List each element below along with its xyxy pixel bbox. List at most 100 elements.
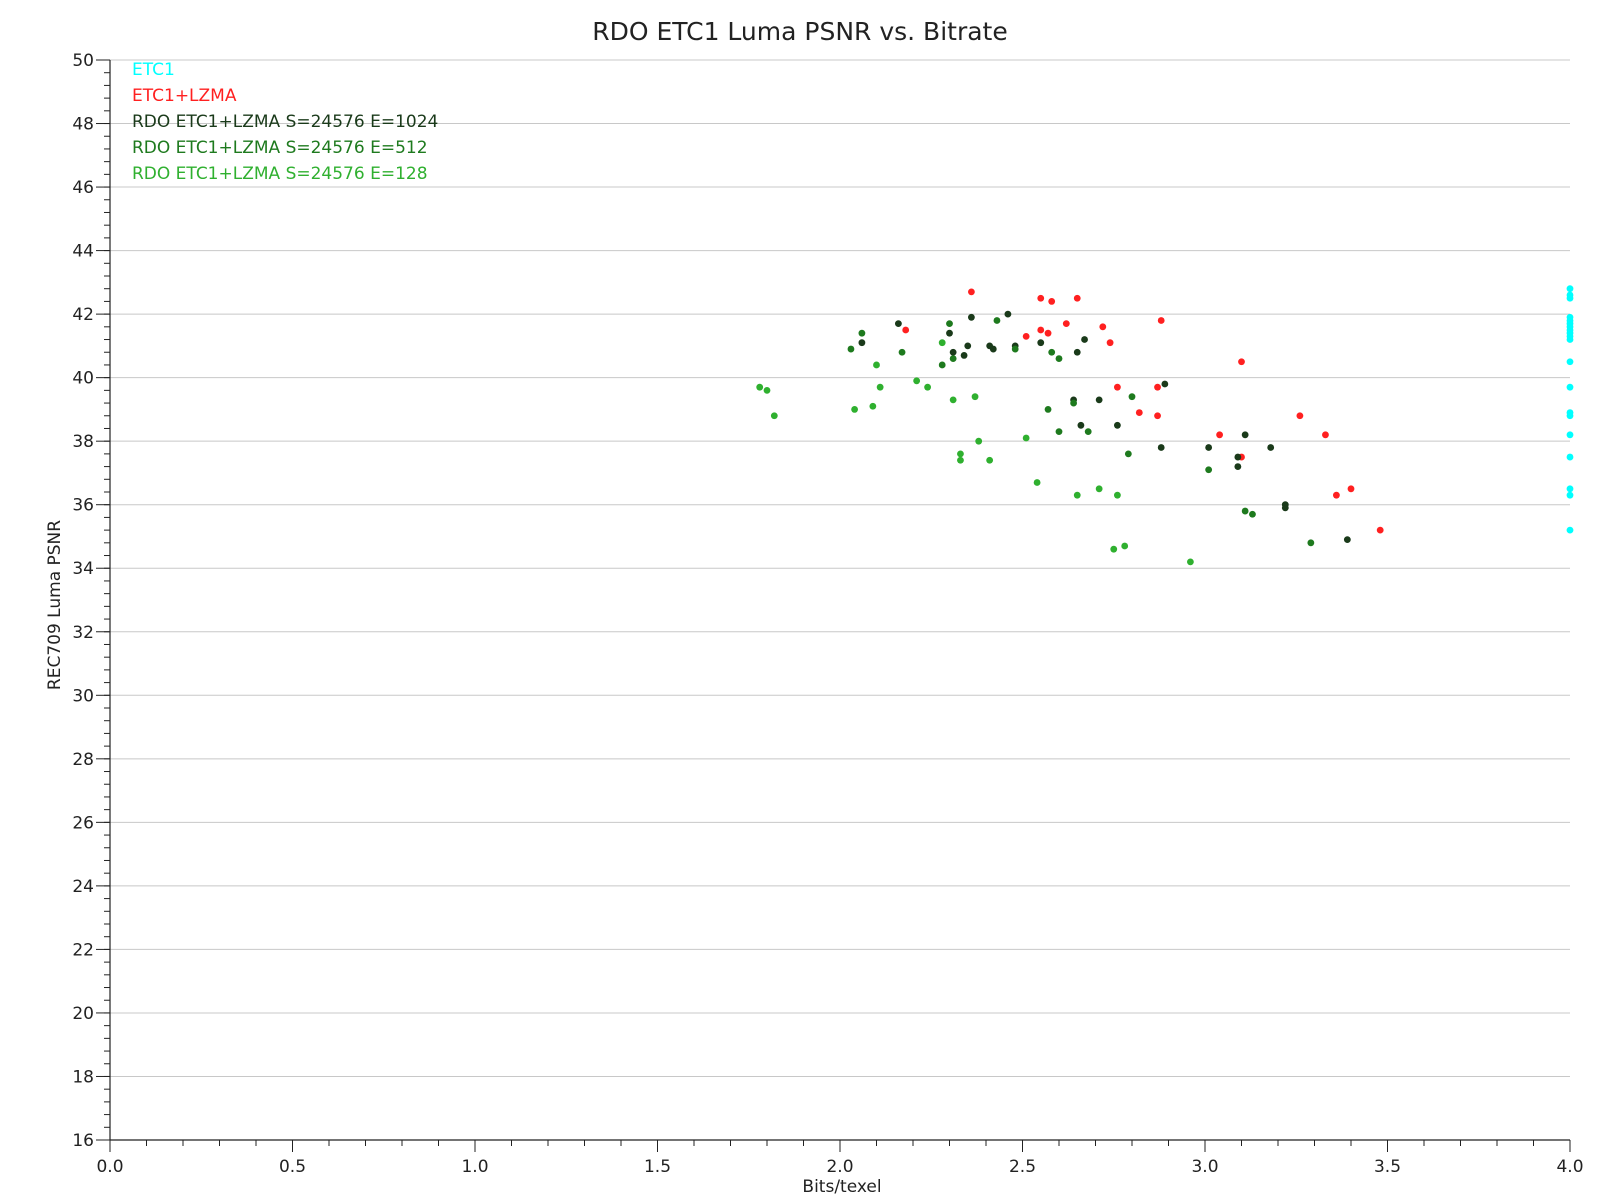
y-axis-label: REC709 Luma PSNR bbox=[45, 520, 65, 690]
y-tick-label: 38 bbox=[72, 432, 94, 452]
x-tick-label: 3.0 bbox=[1191, 1157, 1218, 1177]
x-tick-label: 3.5 bbox=[1374, 1157, 1401, 1177]
data-point bbox=[763, 386, 771, 394]
axes bbox=[109, 60, 1570, 1141]
data-point bbox=[949, 348, 957, 356]
data-point bbox=[993, 317, 1001, 324]
data-point bbox=[949, 355, 957, 362]
data-point bbox=[1106, 339, 1114, 347]
data-point bbox=[770, 412, 778, 420]
data-point bbox=[1022, 434, 1030, 442]
data-point bbox=[1281, 504, 1289, 512]
data-point bbox=[895, 320, 902, 328]
data-point bbox=[1070, 399, 1077, 407]
data-point bbox=[924, 383, 931, 391]
data-point bbox=[1095, 396, 1103, 404]
data-point bbox=[1234, 453, 1242, 461]
data-point bbox=[1566, 358, 1574, 366]
x-tick-label: 2.5 bbox=[1009, 1157, 1036, 1177]
legend: ETC1 ETC1+LZMA RDO ETC1+LZMA S=24576 E=102… bbox=[132, 60, 438, 184]
y-tick-label: 48 bbox=[72, 115, 94, 135]
data-point bbox=[1037, 339, 1045, 347]
data-point bbox=[1566, 336, 1574, 343]
y-tick-label: 24 bbox=[72, 877, 94, 897]
data-point bbox=[1347, 485, 1355, 493]
data-point bbox=[1114, 491, 1121, 499]
data-point bbox=[1044, 329, 1052, 337]
data-point bbox=[1124, 450, 1132, 458]
data-point bbox=[1099, 323, 1107, 331]
data-point bbox=[1073, 491, 1081, 499]
data-point bbox=[960, 352, 968, 359]
y-tick-label: 40 bbox=[72, 369, 94, 389]
y-tick-label: 20 bbox=[72, 1004, 94, 1024]
data-point bbox=[964, 342, 972, 350]
data-point bbox=[1073, 294, 1081, 302]
legend-entry: ETC1+LZMA bbox=[132, 86, 237, 106]
data-point bbox=[1343, 536, 1351, 544]
data-point bbox=[1128, 393, 1136, 401]
data-point bbox=[1095, 485, 1103, 493]
data-point bbox=[971, 393, 979, 401]
y-tick-label: 26 bbox=[72, 813, 94, 833]
data-point bbox=[946, 329, 953, 337]
x-tick-label: 0.0 bbox=[96, 1157, 123, 1177]
y-tick-label: 16 bbox=[72, 1131, 94, 1151]
data-point bbox=[1157, 444, 1165, 451]
data-point bbox=[1566, 412, 1574, 420]
y-tick-label: 42 bbox=[72, 305, 94, 325]
data-point bbox=[858, 329, 866, 337]
data-point bbox=[1307, 539, 1315, 547]
legend-entry: RDO ETC1+LZMA S=24576 E=512 bbox=[132, 138, 428, 158]
data-point bbox=[938, 361, 946, 369]
x-tick-label: 4.0 bbox=[1556, 1157, 1583, 1177]
data-point bbox=[1037, 294, 1045, 302]
data-point bbox=[1566, 526, 1574, 534]
data-point bbox=[957, 456, 964, 464]
data-point bbox=[1114, 383, 1121, 391]
data-point bbox=[1161, 380, 1169, 388]
data-point bbox=[913, 377, 921, 385]
data-point bbox=[1333, 491, 1340, 499]
x-tick-label: 1.5 bbox=[644, 1157, 671, 1177]
data-point bbox=[1033, 479, 1041, 486]
y-tick-label: 30 bbox=[72, 686, 94, 706]
data-point bbox=[1566, 294, 1574, 302]
y-tick-label: 44 bbox=[72, 242, 94, 262]
data-point bbox=[1044, 406, 1052, 413]
ticks: 16 18 20 22 24 26 28 30 32 34 36 38 40 42 44 46 48 50 0.0 0… bbox=[72, 51, 1583, 1177]
data-point bbox=[1073, 348, 1081, 356]
data-point bbox=[1296, 412, 1304, 420]
y-tick-label: 18 bbox=[72, 1067, 94, 1087]
x-axis-label: Bits/texel bbox=[802, 1177, 881, 1197]
data-point bbox=[876, 383, 884, 391]
data-point bbox=[1205, 466, 1213, 474]
chart-title: RDO ETC1 Luma PSNR vs. Bitrate bbox=[592, 17, 1007, 46]
data-point bbox=[1154, 383, 1161, 391]
data-point bbox=[1110, 545, 1118, 553]
data-point bbox=[1048, 298, 1056, 305]
x-tick-label: 1.0 bbox=[461, 1157, 488, 1177]
data-point bbox=[1114, 421, 1121, 429]
data-point bbox=[968, 313, 975, 321]
data-point bbox=[1566, 383, 1574, 391]
data-point bbox=[986, 456, 994, 464]
data-point bbox=[1566, 431, 1574, 439]
data-point bbox=[902, 326, 910, 334]
data-point bbox=[1048, 348, 1056, 356]
legend-entry: RDO ETC1+LZMA S=24576 E=1024 bbox=[132, 112, 438, 132]
data-point bbox=[1135, 409, 1143, 416]
data-point bbox=[989, 345, 997, 353]
data-points bbox=[756, 285, 1574, 566]
legend-entry: RDO ETC1+LZMA S=24576 E=128 bbox=[132, 164, 428, 184]
data-point bbox=[873, 361, 880, 369]
data-point bbox=[869, 402, 877, 410]
data-point bbox=[968, 288, 975, 296]
x-tick-label: 2.0 bbox=[826, 1157, 853, 1177]
data-point bbox=[1238, 358, 1245, 366]
data-point bbox=[1055, 355, 1063, 362]
data-point bbox=[1187, 558, 1194, 566]
data-point bbox=[1084, 428, 1092, 436]
data-point bbox=[1322, 431, 1329, 439]
